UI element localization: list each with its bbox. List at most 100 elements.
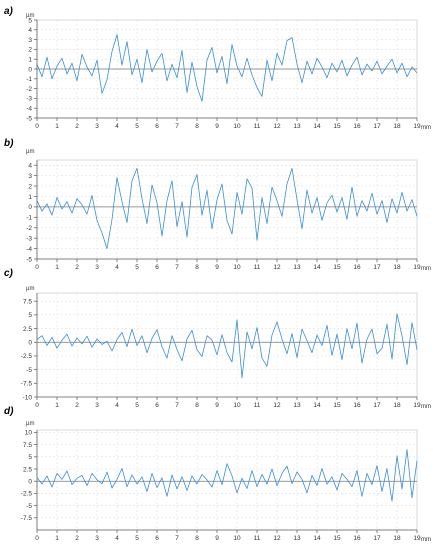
x-tick-label: 4 [115, 535, 119, 542]
x-tick-label: 14 [313, 402, 321, 409]
x-tick-label: 10 [233, 535, 241, 542]
x-tick-label: 18 [393, 264, 401, 271]
x-tick-label: 9 [215, 123, 219, 130]
x-tick-label: 17 [373, 535, 381, 542]
y-tick-label: 0 [28, 479, 32, 486]
x-tick-label: 18 [393, 402, 401, 409]
x-tick-label: 8 [195, 402, 199, 409]
y-tick-label: -3 [26, 235, 32, 242]
x-tick-label: 4 [115, 402, 119, 409]
x-tick-label: 2 [75, 123, 79, 130]
x-tick-label: 6 [155, 402, 159, 409]
y-tick-label: 4 [28, 163, 32, 170]
x-tick-label: 19 [413, 264, 421, 271]
y-tick-label: 0 [28, 340, 32, 347]
y-tick-label: 0 [28, 204, 32, 211]
x-tick-label: 3 [95, 535, 99, 542]
x-tick-label: 8 [195, 535, 199, 542]
y-tick-label: 5 [28, 454, 32, 461]
y-tick-label: -1 [26, 76, 32, 83]
x-tick-label: 12 [273, 402, 281, 409]
x-tick-label: 1 [55, 402, 59, 409]
x-tick-label: 11 [254, 123, 261, 130]
y-tick-label: -2.5 [21, 491, 33, 498]
x-tick-label: 17 [373, 264, 381, 271]
x-tick-label: 11 [254, 402, 261, 409]
plot-area [36, 159, 418, 260]
profile-line [36, 167, 418, 250]
x-tick-label: 1 [55, 535, 59, 542]
x-tick-label: 15 [333, 123, 341, 130]
x-tick-label: 11 [254, 535, 261, 542]
panel-label: c) [4, 268, 14, 279]
y-tick-label: 7.5 [23, 299, 32, 306]
chart-panel-a: a) µm mm 0 1 2 3 4 5 6 7 8 9 10 11 12 13 14 15 16 17 18 195… [4, 6, 431, 131]
x-tick-label: 19 [413, 402, 421, 409]
x-tick-label: 0 [35, 402, 39, 409]
x-tick-label: 13 [293, 123, 301, 130]
x-tick-label: 7 [175, 264, 179, 271]
x-tick-label: 5 [135, 535, 139, 542]
y-tick-label: 5 [28, 17, 32, 24]
y-tick-label: 0 [28, 66, 32, 73]
x-tick-label: 10 [233, 264, 241, 271]
profile-line [36, 34, 418, 102]
x-tick-label: 19 [413, 123, 421, 130]
y-tick-label: 2.5 [23, 326, 32, 333]
x-tick-label: 4 [115, 264, 119, 271]
panel-label: b) [4, 138, 14, 149]
y-tick-label: 5 [28, 312, 32, 319]
x-tick-label: 16 [353, 402, 361, 409]
x-tick-label: 15 [333, 535, 341, 542]
y-unit-label: µm [26, 421, 34, 427]
x-tick-label: 17 [373, 402, 381, 409]
x-tick-label: 11 [254, 264, 261, 271]
x-tick-label: 5 [135, 264, 139, 271]
y-tick-label: -3 [26, 96, 32, 103]
x-tick-label: 18 [393, 535, 401, 542]
x-tick-label: 9 [215, 535, 219, 542]
x-tick-label: 15 [333, 264, 341, 271]
profile-line [36, 313, 418, 379]
y-tick-label: -5 [26, 115, 32, 122]
panel-label: d) [4, 406, 14, 417]
x-tick-label: 16 [353, 264, 361, 271]
y-tick-label: 10 [25, 430, 33, 437]
x-tick-label: 14 [313, 123, 321, 130]
y-tick-label: -4 [26, 106, 32, 113]
plot-area [36, 429, 418, 531]
y-tick-label: -1 [26, 215, 32, 222]
x-tick-label: 5 [135, 123, 139, 130]
x-tick-label: 12 [273, 123, 281, 130]
x-tick-label: 7 [175, 535, 179, 542]
x-tick-label: 12 [273, 264, 281, 271]
y-tick-label: 2 [28, 47, 32, 54]
y-tick-label: -2.5 [21, 353, 33, 360]
y-tick-label: -5 [26, 367, 32, 374]
x-tick-label: 2 [75, 535, 79, 542]
x-tick-label: 0 [35, 535, 39, 542]
y-tick-label: -4 [26, 246, 32, 253]
x-tick-label: 1 [55, 123, 59, 130]
y-tick-label: -5 [26, 256, 32, 263]
y-tick-label: 1 [28, 194, 32, 201]
x-tick-label: 3 [95, 123, 99, 130]
x-tick-label: 19 [413, 535, 421, 542]
chart-panel-b: b) µm mm 0 1 2 3 4 5 6 7 8 9 10 11 12 13 14 15 16 17 18 194… [4, 138, 431, 272]
x-tick-label: 16 [353, 535, 361, 542]
y-tick-label: 3 [28, 173, 32, 180]
x-unit-label: mm [421, 404, 431, 410]
x-tick-label: 9 [215, 264, 219, 271]
x-tick-label: 0 [35, 264, 39, 271]
x-tick-label: 17 [373, 123, 381, 130]
x-unit-label: mm [421, 266, 431, 272]
y-tick-label: -5 [26, 503, 32, 510]
chart-panel-c: c) µm mm 0 1 2 3 4 5 6 7 8 9 10 11 12 13 14 15 16 17 18 197… [4, 268, 431, 410]
chart-panel-d: d) µm mm 0 1 2 3 4 5 6 7 8 9 10 11 12 13 14 15 16 17 18 191… [4, 406, 431, 543]
y-tick-label: 4 [28, 27, 32, 34]
x-unit-label: mm [421, 125, 431, 131]
x-tick-label: 16 [353, 123, 361, 130]
x-tick-label: 5 [135, 402, 139, 409]
profile-line [36, 449, 418, 502]
